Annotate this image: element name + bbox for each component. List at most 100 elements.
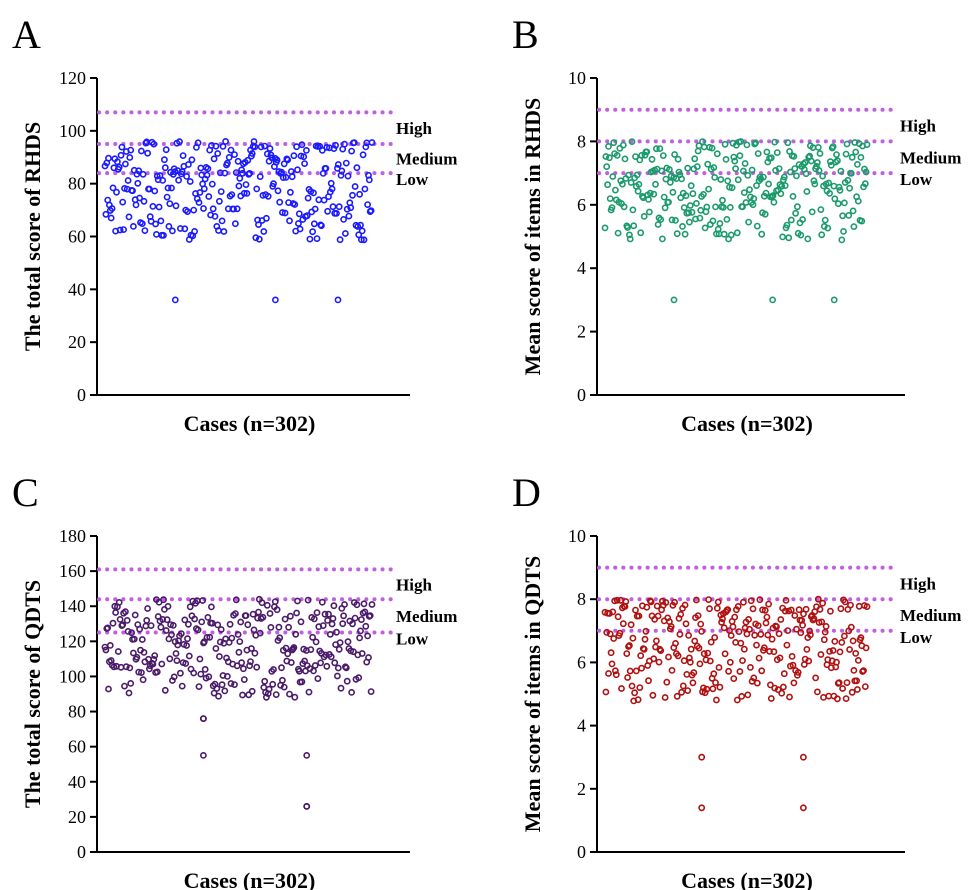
data-point — [725, 667, 732, 675]
data-point — [834, 200, 842, 208]
data-point — [227, 146, 235, 154]
data-point — [839, 685, 846, 692]
data-point — [214, 621, 222, 629]
data-point — [689, 679, 697, 687]
data-point — [185, 652, 193, 660]
data-point — [218, 217, 226, 225]
data-point — [335, 203, 343, 211]
data-point — [720, 624, 728, 632]
data-point — [655, 658, 663, 666]
data-point — [328, 185, 336, 193]
data-point — [228, 634, 236, 642]
data-point — [122, 663, 130, 671]
data-point — [685, 209, 692, 217]
data-point — [215, 653, 223, 660]
data-point — [161, 686, 169, 694]
data-point — [300, 153, 308, 161]
data-point — [679, 682, 687, 690]
data-point — [609, 608, 617, 616]
data-point — [162, 627, 170, 634]
data-point — [143, 138, 151, 146]
data-point — [728, 184, 736, 192]
data-point — [680, 204, 688, 211]
data-point — [688, 208, 696, 216]
data-point — [124, 628, 132, 635]
data-point — [156, 172, 164, 179]
data-point — [237, 618, 245, 626]
data-point — [217, 188, 225, 195]
data-point — [792, 209, 799, 217]
outlier-point — [199, 752, 207, 759]
data-point — [719, 196, 726, 204]
data-point — [364, 201, 371, 208]
data-point — [232, 596, 240, 604]
data-point — [282, 173, 290, 181]
data-point — [803, 646, 811, 653]
data-point — [696, 214, 704, 222]
data-point — [227, 680, 235, 687]
data-point — [339, 620, 347, 628]
data-point — [122, 608, 129, 616]
outlier-point — [670, 296, 678, 304]
data-point — [774, 686, 782, 694]
data-point — [831, 638, 839, 645]
data-point — [357, 627, 364, 635]
data-point — [116, 226, 124, 234]
data-point — [109, 184, 117, 192]
data-point — [255, 235, 263, 243]
data-point — [184, 208, 191, 215]
data-point — [632, 606, 639, 614]
data-point — [658, 167, 665, 175]
data-point — [115, 163, 123, 171]
data-point — [261, 142, 269, 150]
data-point — [640, 212, 648, 220]
y-tick-label: 100 — [59, 121, 86, 141]
data-point — [810, 615, 818, 622]
outlier-point — [769, 296, 776, 304]
data-point — [246, 169, 253, 177]
data-point — [151, 187, 159, 195]
y-tick-label: 10 — [568, 526, 586, 546]
data-point — [206, 633, 214, 641]
data-point — [262, 214, 270, 222]
data-point — [240, 189, 248, 197]
data-point — [694, 612, 702, 619]
data-point — [253, 663, 261, 671]
data-point — [216, 638, 224, 646]
data-point — [850, 223, 858, 230]
data-point — [634, 696, 642, 704]
data-point — [735, 628, 743, 635]
data-point — [716, 683, 724, 691]
data-point — [847, 623, 855, 631]
data-point — [232, 169, 240, 176]
data-point — [184, 620, 192, 628]
data-point — [164, 184, 172, 192]
data-point — [160, 596, 167, 604]
data-point — [286, 690, 293, 698]
data-point — [310, 220, 318, 228]
data-point — [127, 680, 135, 687]
data-point — [630, 222, 638, 230]
data-point — [614, 613, 622, 621]
data-point — [814, 159, 821, 166]
data-point — [188, 156, 196, 164]
data-point — [778, 182, 786, 190]
y-tick-label: 40 — [68, 279, 86, 299]
data-point — [606, 610, 613, 617]
data-point — [147, 622, 155, 629]
data-point — [854, 686, 861, 693]
data-point — [141, 227, 149, 234]
data-point — [682, 192, 690, 200]
data-point — [759, 606, 766, 614]
data-point — [360, 600, 368, 608]
data-point — [183, 172, 190, 180]
data-point — [231, 151, 238, 158]
panel-a: A 0 20 40 60 80 100 120 The total score of RHDS C… — [12, 12, 457, 436]
data-point — [181, 616, 189, 624]
data-point — [268, 154, 276, 162]
y-tick-label: 6 — [577, 195, 586, 215]
data-point — [263, 601, 271, 609]
data-point — [120, 226, 127, 233]
data-point — [606, 195, 614, 202]
data-point — [785, 234, 793, 242]
